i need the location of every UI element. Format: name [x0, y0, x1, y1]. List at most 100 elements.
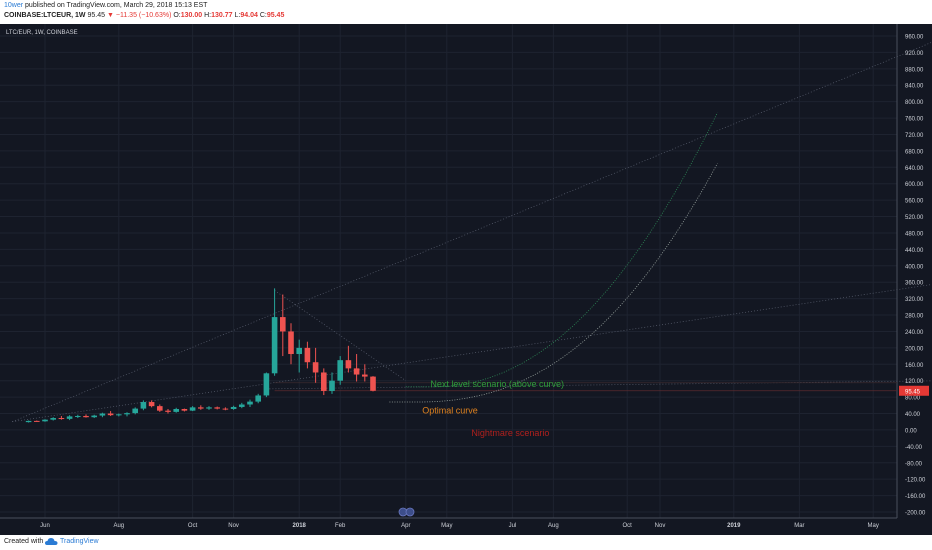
candle-body: [362, 374, 368, 377]
y-tick-label: 360.00: [905, 281, 924, 287]
candle-body: [255, 395, 261, 402]
y-tick-label: 440.00: [905, 248, 924, 254]
candle-body: [107, 413, 114, 416]
optimal-curve: [389, 163, 718, 403]
high-value: 130.77: [211, 12, 233, 19]
low-label: L:: [234, 12, 241, 19]
last-price-label: 95.45: [905, 389, 921, 395]
candle-body: [157, 406, 163, 411]
x-tick-label: Jul: [509, 523, 517, 529]
last-price: 95.45: [87, 12, 106, 19]
candle-body: [288, 331, 294, 355]
publish-line: 10wer published on TradingView.com, Marc…: [4, 2, 207, 9]
candle-body: [321, 372, 327, 391]
y-tick-label: 0.00: [905, 428, 917, 434]
x-tick-label: 2018: [293, 523, 307, 529]
candle-body: [353, 368, 360, 375]
open-value: 130.00: [180, 12, 203, 19]
candle-body: [280, 317, 286, 332]
y-tick-label: 200.00: [905, 346, 924, 352]
x-tick-label: Oct: [188, 523, 198, 529]
candle-body: [222, 408, 229, 410]
candle-body: [296, 347, 302, 355]
candle-body: [50, 418, 56, 420]
candle-body: [165, 410, 171, 412]
x-tick-label: May: [441, 523, 452, 529]
y-tick-label: 40.00: [905, 412, 921, 418]
y-tick-label: 880.00: [905, 67, 924, 73]
candle-body: [312, 362, 319, 373]
y-tick-label: 560.00: [905, 199, 924, 205]
tradingview-brand[interactable]: TradingView: [60, 538, 99, 545]
y-tick-label: 800.00: [905, 100, 924, 106]
open-label: O:: [173, 12, 181, 19]
candle-body: [34, 420, 40, 422]
candle-body: [370, 376, 376, 391]
x-tick-label: Feb: [335, 523, 346, 529]
candle-body: [75, 415, 81, 417]
published-text: published on TradingView.com, March 29, …: [25, 2, 208, 9]
x-tick-label: Nov: [228, 523, 239, 529]
candle-body: [189, 407, 196, 411]
symbol-line: COINBASE:LTCEUR, 1W 95.45 ▼ −11.35 (−10.…: [4, 12, 284, 19]
y-tick-label: -200.00: [905, 511, 926, 517]
y-tick-label: 840.00: [905, 84, 924, 90]
x-tick-label: 2019: [727, 523, 741, 529]
candle-body: [230, 406, 237, 410]
candle-body: [206, 407, 212, 409]
candle-body: [271, 317, 278, 374]
candle-body: [99, 413, 106, 416]
y-tick-label: -40.00: [905, 445, 923, 451]
annotation-label: Optimal curve: [422, 406, 478, 416]
y-tick-label: 160.00: [905, 363, 924, 369]
tradingview-cloud-icon: [45, 538, 58, 545]
candle-body: [329, 380, 335, 391]
x-tick-label: Jun: [40, 523, 50, 529]
candle-body: [42, 419, 48, 422]
y-tick-label: 120.00: [905, 379, 924, 385]
plot-area: [0, 24, 897, 518]
x-tick-label: Oct: [623, 523, 633, 529]
candle-body: [263, 373, 270, 396]
y-tick-label: -120.00: [905, 478, 926, 484]
y-tick-label: 960.00: [905, 35, 924, 41]
candle-body: [140, 402, 147, 409]
candle-body: [66, 416, 73, 419]
y-tick-label: 720.00: [905, 133, 924, 139]
candle-body: [25, 420, 32, 423]
y-tick-label: -80.00: [905, 461, 923, 467]
candle-body: [148, 402, 155, 407]
y-tick-label: 680.00: [905, 149, 924, 155]
y-tick-label: 240.00: [905, 330, 924, 336]
x-tick-label: Apr: [401, 523, 410, 529]
y-tick-label: 600.00: [905, 182, 924, 188]
price-change: −11.35 (−10.63%): [115, 12, 172, 19]
close-value: 95.45: [266, 12, 285, 19]
y-tick-label: 320.00: [905, 297, 924, 303]
footer: Created with TradingView: [0, 535, 932, 550]
y-tick-label: 80.00: [905, 396, 921, 402]
candle-body: [132, 408, 138, 414]
candlestick-chart[interactable]: -200.00 -160.00 -120.00 -80.00 -40.00 0.00 40.…: [0, 24, 932, 535]
x-tick-label: Mar: [794, 523, 804, 529]
annotation-label: Nightmare scenario: [471, 428, 549, 438]
event-icon: [405, 507, 415, 517]
y-tick-label: -160.00: [905, 494, 926, 500]
chart-title: LTC/EUR, 1W, COINBASE: [6, 30, 78, 36]
y-tick-label: 400.00: [905, 264, 924, 270]
candle-body: [58, 418, 65, 420]
peak-decline: [274, 290, 406, 381]
upper-trendline: [12, 41, 932, 423]
candle-body: [304, 347, 311, 363]
high-label: H:: [204, 12, 212, 19]
y-tick-label: 640.00: [905, 166, 924, 172]
candle-body: [83, 415, 89, 418]
author-link[interactable]: 10wer: [4, 2, 24, 9]
symbol-label: COINBASE:LTCEUR, 1W: [4, 12, 86, 19]
last-price-tag: [899, 385, 929, 396]
y-tick-label: 280.00: [905, 314, 924, 320]
x-tick-label: May: [868, 523, 879, 529]
lower-trendline: [266, 380, 932, 390]
down-arrow-icon: ▼: [106, 12, 114, 19]
candle-body: [239, 404, 245, 407]
